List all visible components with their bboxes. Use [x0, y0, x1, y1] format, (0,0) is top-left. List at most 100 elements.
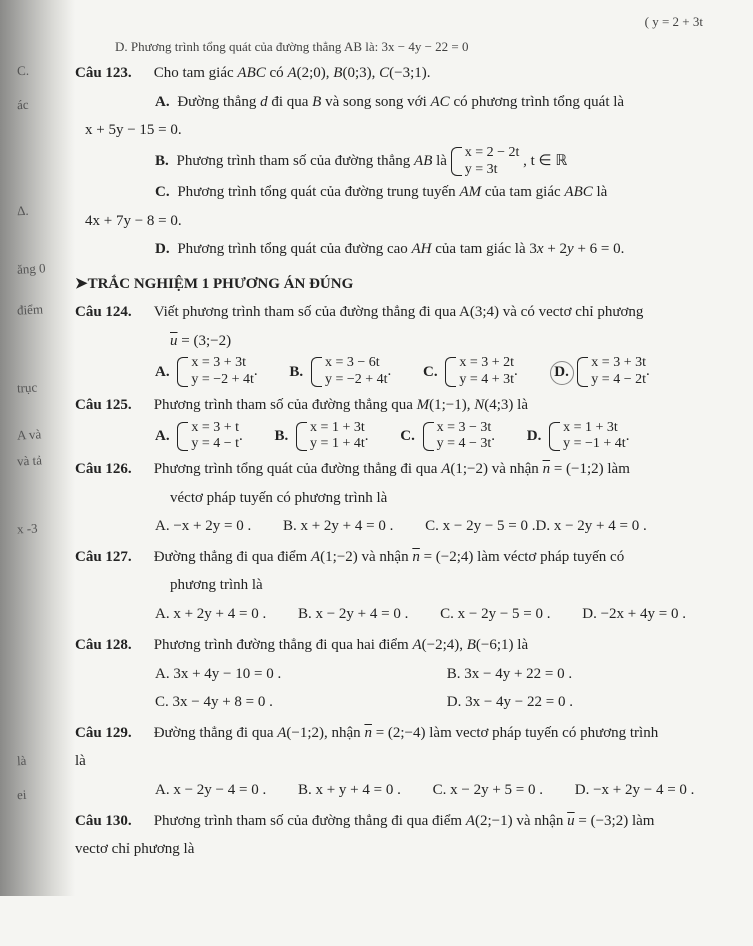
- sys-line: x = 1 + 3t: [310, 420, 365, 437]
- option-text: Phương trình tổng quát của đường cao AH …: [177, 241, 624, 257]
- question-123: C. Câu 123. Cho tam giác ABC có A(2;0), …: [75, 59, 733, 264]
- question-stem: Đường thẳng đi qua điểm A(1;−2) và nhận …: [154, 543, 733, 572]
- option-label: D.: [527, 428, 542, 444]
- section-header: ➤TRẮC NGHIỆM 1 PHƯƠNG ÁN ĐÚNG: [75, 270, 733, 299]
- sys-line: x = 3 + 3t: [591, 355, 646, 372]
- option-D: D. −x + 2y − 4 = 0 .: [575, 776, 695, 805]
- question-stem: Phương trình tổng quát của đường thẳng đ…: [154, 455, 733, 484]
- question-126: Câu 126. Phương trình tổng quát của đườn…: [75, 455, 733, 541]
- fragment-top-line: D. Phương trình tổng quát của đường thẳn…: [75, 35, 733, 60]
- options-row: A. x + 2y + 4 = 0 . B. x − 2y + 4 = 0 . …: [75, 600, 733, 629]
- sys-line: x = 3 + t: [191, 420, 239, 437]
- margin-marker: điểm: [16, 298, 43, 324]
- option-D: D. 3x − 4y − 22 = 0 .: [447, 688, 573, 717]
- option-B: B. 3x − 4y + 22 = 0 .: [447, 660, 572, 689]
- sys-line: x = 3 − 3t: [437, 420, 492, 437]
- question-stem: Phương trình đường thẳng đi qua hai điểm…: [154, 631, 733, 660]
- margin-marker: x -3: [16, 517, 38, 543]
- question-129: Câu 129. Đường thẳng đi qua A(−1;2), nhậ…: [75, 719, 733, 805]
- option-D: D. Phương trình tổng quát của đường cao …: [75, 235, 733, 264]
- option-D: D. x = 1 + 3t y = −1 + 4t .: [527, 420, 630, 454]
- fragment-top-right: ( y = 2 + 3t: [75, 10, 733, 35]
- system-brace: x = 1 + 3t y = 1 + 4t: [296, 420, 365, 454]
- option-D: D. −2x + 4y = 0 .: [582, 600, 686, 629]
- margin-marker: ác: [16, 93, 29, 118]
- sys-line: y = 3t: [465, 162, 520, 179]
- option-text: Đường thẳng d đi qua B và song song với …: [177, 94, 624, 110]
- margin-marker: và tả: [16, 448, 42, 474]
- option-label: A.: [155, 364, 170, 380]
- question-127: Câu 127. Đường thẳng đi qua điểm A(1;−2)…: [75, 543, 733, 629]
- system-brace: x = 2 − 2t y = 3t: [451, 145, 520, 179]
- question-number: Câu 130.: [75, 807, 144, 836]
- option-label: C.: [400, 428, 415, 444]
- question-number: Câu 126.: [75, 455, 144, 484]
- option-B: B. x = 1 + 3t y = 1 + 4t .: [275, 420, 369, 454]
- option-label: B.: [155, 153, 169, 169]
- question-number: Câu 128.: [75, 631, 144, 660]
- option-A: A. x − 2y − 4 = 0 .: [155, 776, 266, 805]
- option-label: B.: [289, 364, 303, 380]
- options-row: A. x = 3 + t y = 4 − t . B. x = 1 + 3t y…: [75, 420, 733, 454]
- stem-line-2: là: [75, 747, 733, 776]
- option-label: A.: [155, 428, 170, 444]
- question-number: Câu 125.: [75, 391, 144, 420]
- option-A: A. x = 3 + t y = 4 − t .: [155, 420, 243, 454]
- option-text: Phương trình tổng quát của đường trung t…: [177, 184, 607, 200]
- system-brace: x = 3 − 3t y = 4 − 3t: [423, 420, 492, 454]
- question-stem: Viết phương trình tham số của đường thẳn…: [154, 298, 733, 327]
- sys-line: x = 3 + 2t: [459, 355, 514, 372]
- options-row: A. x = 3 + 3t y = −2 + 4t . B. x = 3 − 6…: [75, 355, 733, 389]
- option-B: B. Phương trình tham số của đường thẳng …: [75, 145, 733, 179]
- option-B: B. x + 2y + 4 = 0 .: [283, 512, 393, 541]
- option-A: A. Đường thẳng d đi qua B và song song v…: [75, 88, 733, 117]
- option-B: B. x + y + 4 = 0 .: [298, 776, 401, 805]
- stem-line-2: phương trình là: [75, 571, 733, 600]
- option-label: D.: [155, 241, 170, 257]
- sys-line: x = 3 − 6t: [325, 355, 388, 372]
- option-label: C.: [423, 364, 438, 380]
- question-number: Câu 123.: [75, 59, 144, 88]
- option-C: C. Phương trình tổng quát của đường trun…: [75, 178, 733, 207]
- circled-label: D.: [550, 361, 574, 385]
- question-stem: Đường thẳng đi qua A(−1;2), nhận n = (2;…: [154, 719, 733, 748]
- margin-marker: A và: [16, 422, 41, 448]
- option-D: D. x = 3 + 3t y = 4 − 2t .: [550, 355, 650, 389]
- option-C: C. 3x − 4y + 8 = 0 .: [155, 688, 415, 717]
- option-tail: , t ∈ ℝ: [523, 153, 567, 169]
- option-CD: C. x − 2y − 5 = 0 .D. x − 2y + 4 = 0 .: [425, 512, 647, 541]
- option-C-eq: 4x + 7y − 8 = 0.: [75, 207, 733, 236]
- question-125: Câu 125. Phương trình tham số của đường …: [75, 391, 733, 453]
- page-content: ( y = 2 + 3t D. Phương trình tổng quát c…: [75, 10, 733, 864]
- options-row: A. x − 2y − 4 = 0 . B. x + y + 4 = 0 . C…: [75, 776, 733, 805]
- system-brace: x = 3 + t y = 4 − t: [177, 420, 239, 454]
- margin-marker: Δ.: [16, 199, 29, 224]
- system-brace: x = 1 + 3t y = −1 + 4t: [549, 420, 626, 454]
- question-stem: Cho tam giác ABC có A(2;0), B(0;3), C(−3…: [154, 59, 733, 88]
- sys-line: y = −2 + 4t: [191, 372, 254, 389]
- option-C: C. x = 3 − 3t y = 4 − 3t .: [400, 420, 495, 454]
- system-brace: x = 3 + 3t y = −2 + 4t: [177, 355, 254, 389]
- option-A: A. 3x + 4y − 10 = 0 .: [155, 660, 415, 689]
- option-label: C.: [155, 184, 170, 200]
- stem-line-2: vectơ chỉ phương là: [75, 835, 733, 864]
- option-A-eq: x + 5y − 15 = 0.: [75, 116, 733, 145]
- system-brace: x = 3 + 3t y = 4 − 2t: [577, 355, 646, 389]
- question-number: Câu 129.: [75, 719, 144, 748]
- options-row-2: C. 3x − 4y + 8 = 0 . D. 3x − 4y − 22 = 0…: [75, 688, 733, 717]
- system-brace: x = 3 + 2t y = 4 + 3t: [445, 355, 514, 389]
- question-124: điểm Câu 124. Viết phương trình tham số …: [75, 298, 733, 389]
- option-C: C. x = 3 + 2t y = 4 + 3t .: [423, 355, 518, 389]
- sys-line: x = 1 + 3t: [563, 420, 626, 437]
- question-130: Câu 130. Phương trình tham số của đường …: [75, 807, 733, 864]
- vector-u: u: [170, 333, 178, 349]
- option-label: B.: [275, 428, 289, 444]
- sys-line: y = −1 + 4t: [563, 436, 626, 453]
- sys-line: x = 2 − 2t: [465, 145, 520, 162]
- sys-line: y = 4 + 3t: [459, 372, 514, 389]
- question-stem: Phương trình tham số của đường thẳng đi …: [154, 807, 733, 836]
- option-text: Phương trình tham số của đường thẳng AB …: [177, 153, 447, 169]
- option-C: C. x − 2y + 5 = 0 .: [433, 776, 543, 805]
- option-A: A. −x + 2y = 0 .: [155, 512, 251, 541]
- margin-marker: C.: [16, 59, 29, 84]
